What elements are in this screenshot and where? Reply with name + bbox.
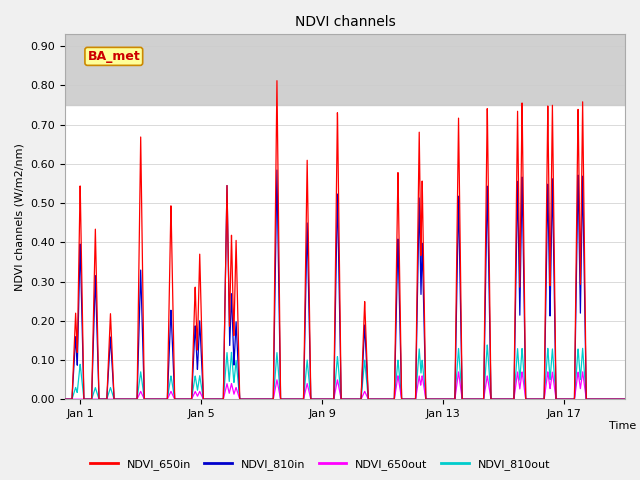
Legend: NDVI_650in, NDVI_810in, NDVI_650out, NDVI_810out: NDVI_650in, NDVI_810in, NDVI_650out, NDV… (85, 455, 555, 474)
Y-axis label: NDVI channels (W/m2/nm): NDVI channels (W/m2/nm) (15, 143, 25, 291)
Bar (65, 35, 625, 105)
Title: NDVI channels: NDVI channels (294, 15, 396, 29)
X-axis label: Time: Time (609, 421, 636, 431)
Text: BA_met: BA_met (88, 50, 140, 63)
